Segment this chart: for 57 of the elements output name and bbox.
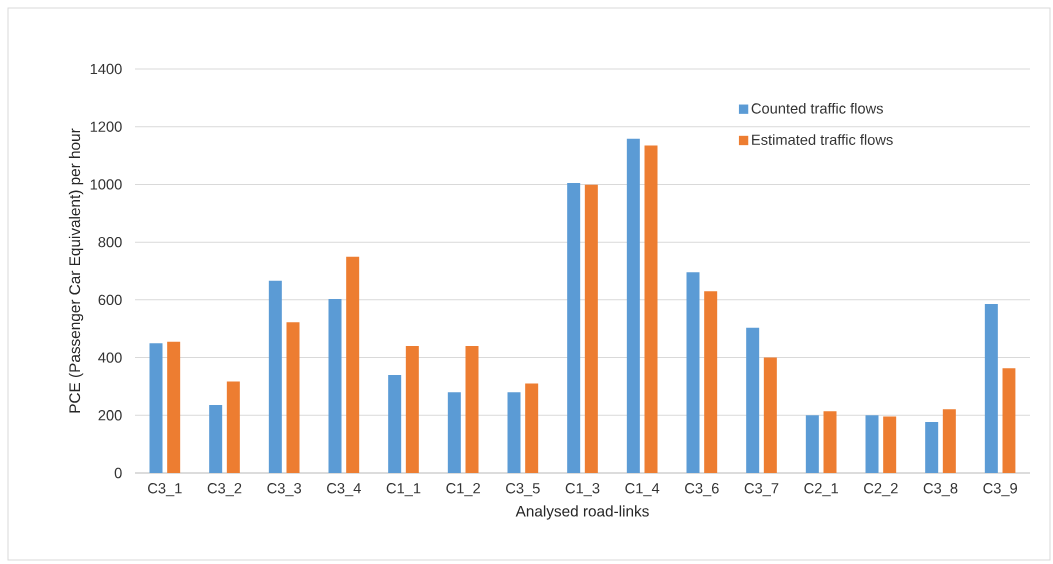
x-tick-label: C3_6 (685, 483, 719, 497)
bar (447, 392, 461, 473)
bar (805, 415, 819, 473)
bar (167, 341, 181, 473)
bar (686, 272, 700, 473)
x-tick-label: C2_1 (804, 483, 838, 497)
bar (984, 303, 998, 473)
x-tick-label: C1_3 (565, 483, 600, 497)
y-tick-label: 400 (98, 352, 122, 363)
bar (405, 346, 419, 473)
y-tick-label: 1400 (90, 63, 122, 75)
y-tick-label: 1000 (90, 179, 122, 190)
bar (226, 381, 240, 473)
bar (525, 383, 539, 473)
bar (567, 182, 581, 473)
bar (268, 280, 282, 473)
x-axis-title: Analysed road-links (515, 505, 649, 520)
x-tick-label: C1_1 (386, 483, 421, 497)
bar (746, 327, 760, 473)
bar (626, 138, 640, 473)
x-tick-label: C1_4 (625, 483, 660, 497)
x-tick-label: C3_8 (923, 483, 958, 497)
y-tick-label: 600 (98, 294, 122, 306)
y-tick-label: 0 (114, 467, 122, 479)
bar (644, 145, 658, 473)
bar (942, 409, 956, 473)
x-tick-label: C2_2 (864, 483, 898, 497)
bar (209, 404, 223, 473)
bar (925, 421, 939, 473)
x-tick-label: C3_4 (327, 483, 361, 497)
bar (388, 374, 402, 473)
bar (823, 411, 837, 473)
bar (286, 322, 300, 473)
bar (346, 256, 360, 473)
y-tick-label: 200 (98, 410, 122, 421)
y-tick-label: 1200 (90, 121, 122, 132)
x-tick-label: C3_3 (267, 483, 302, 497)
bar (328, 298, 342, 473)
y-tick-label: 800 (98, 236, 122, 248)
x-tick-label: C3_5 (506, 483, 540, 497)
x-tick-label: C3_9 (983, 483, 1018, 497)
bar (865, 415, 879, 473)
legend-label: Counted traffic flows (751, 102, 883, 114)
x-tick-label: C3_7 (744, 483, 779, 497)
x-tick-label: C3_1 (148, 483, 182, 497)
bar (883, 416, 897, 473)
bar (1002, 368, 1016, 473)
bar (584, 184, 598, 473)
bar (149, 343, 163, 473)
x-tick-label: C1_2 (446, 483, 480, 497)
x-tick-label: C3_2 (207, 483, 242, 497)
bar (704, 291, 718, 473)
bar (763, 357, 777, 473)
bar (465, 346, 479, 473)
y-axis-title: PCE (Passenger Car Equivalent) per hour (68, 128, 84, 413)
bar (507, 392, 521, 473)
legend-label: Estimated traffic flows (752, 134, 893, 145)
